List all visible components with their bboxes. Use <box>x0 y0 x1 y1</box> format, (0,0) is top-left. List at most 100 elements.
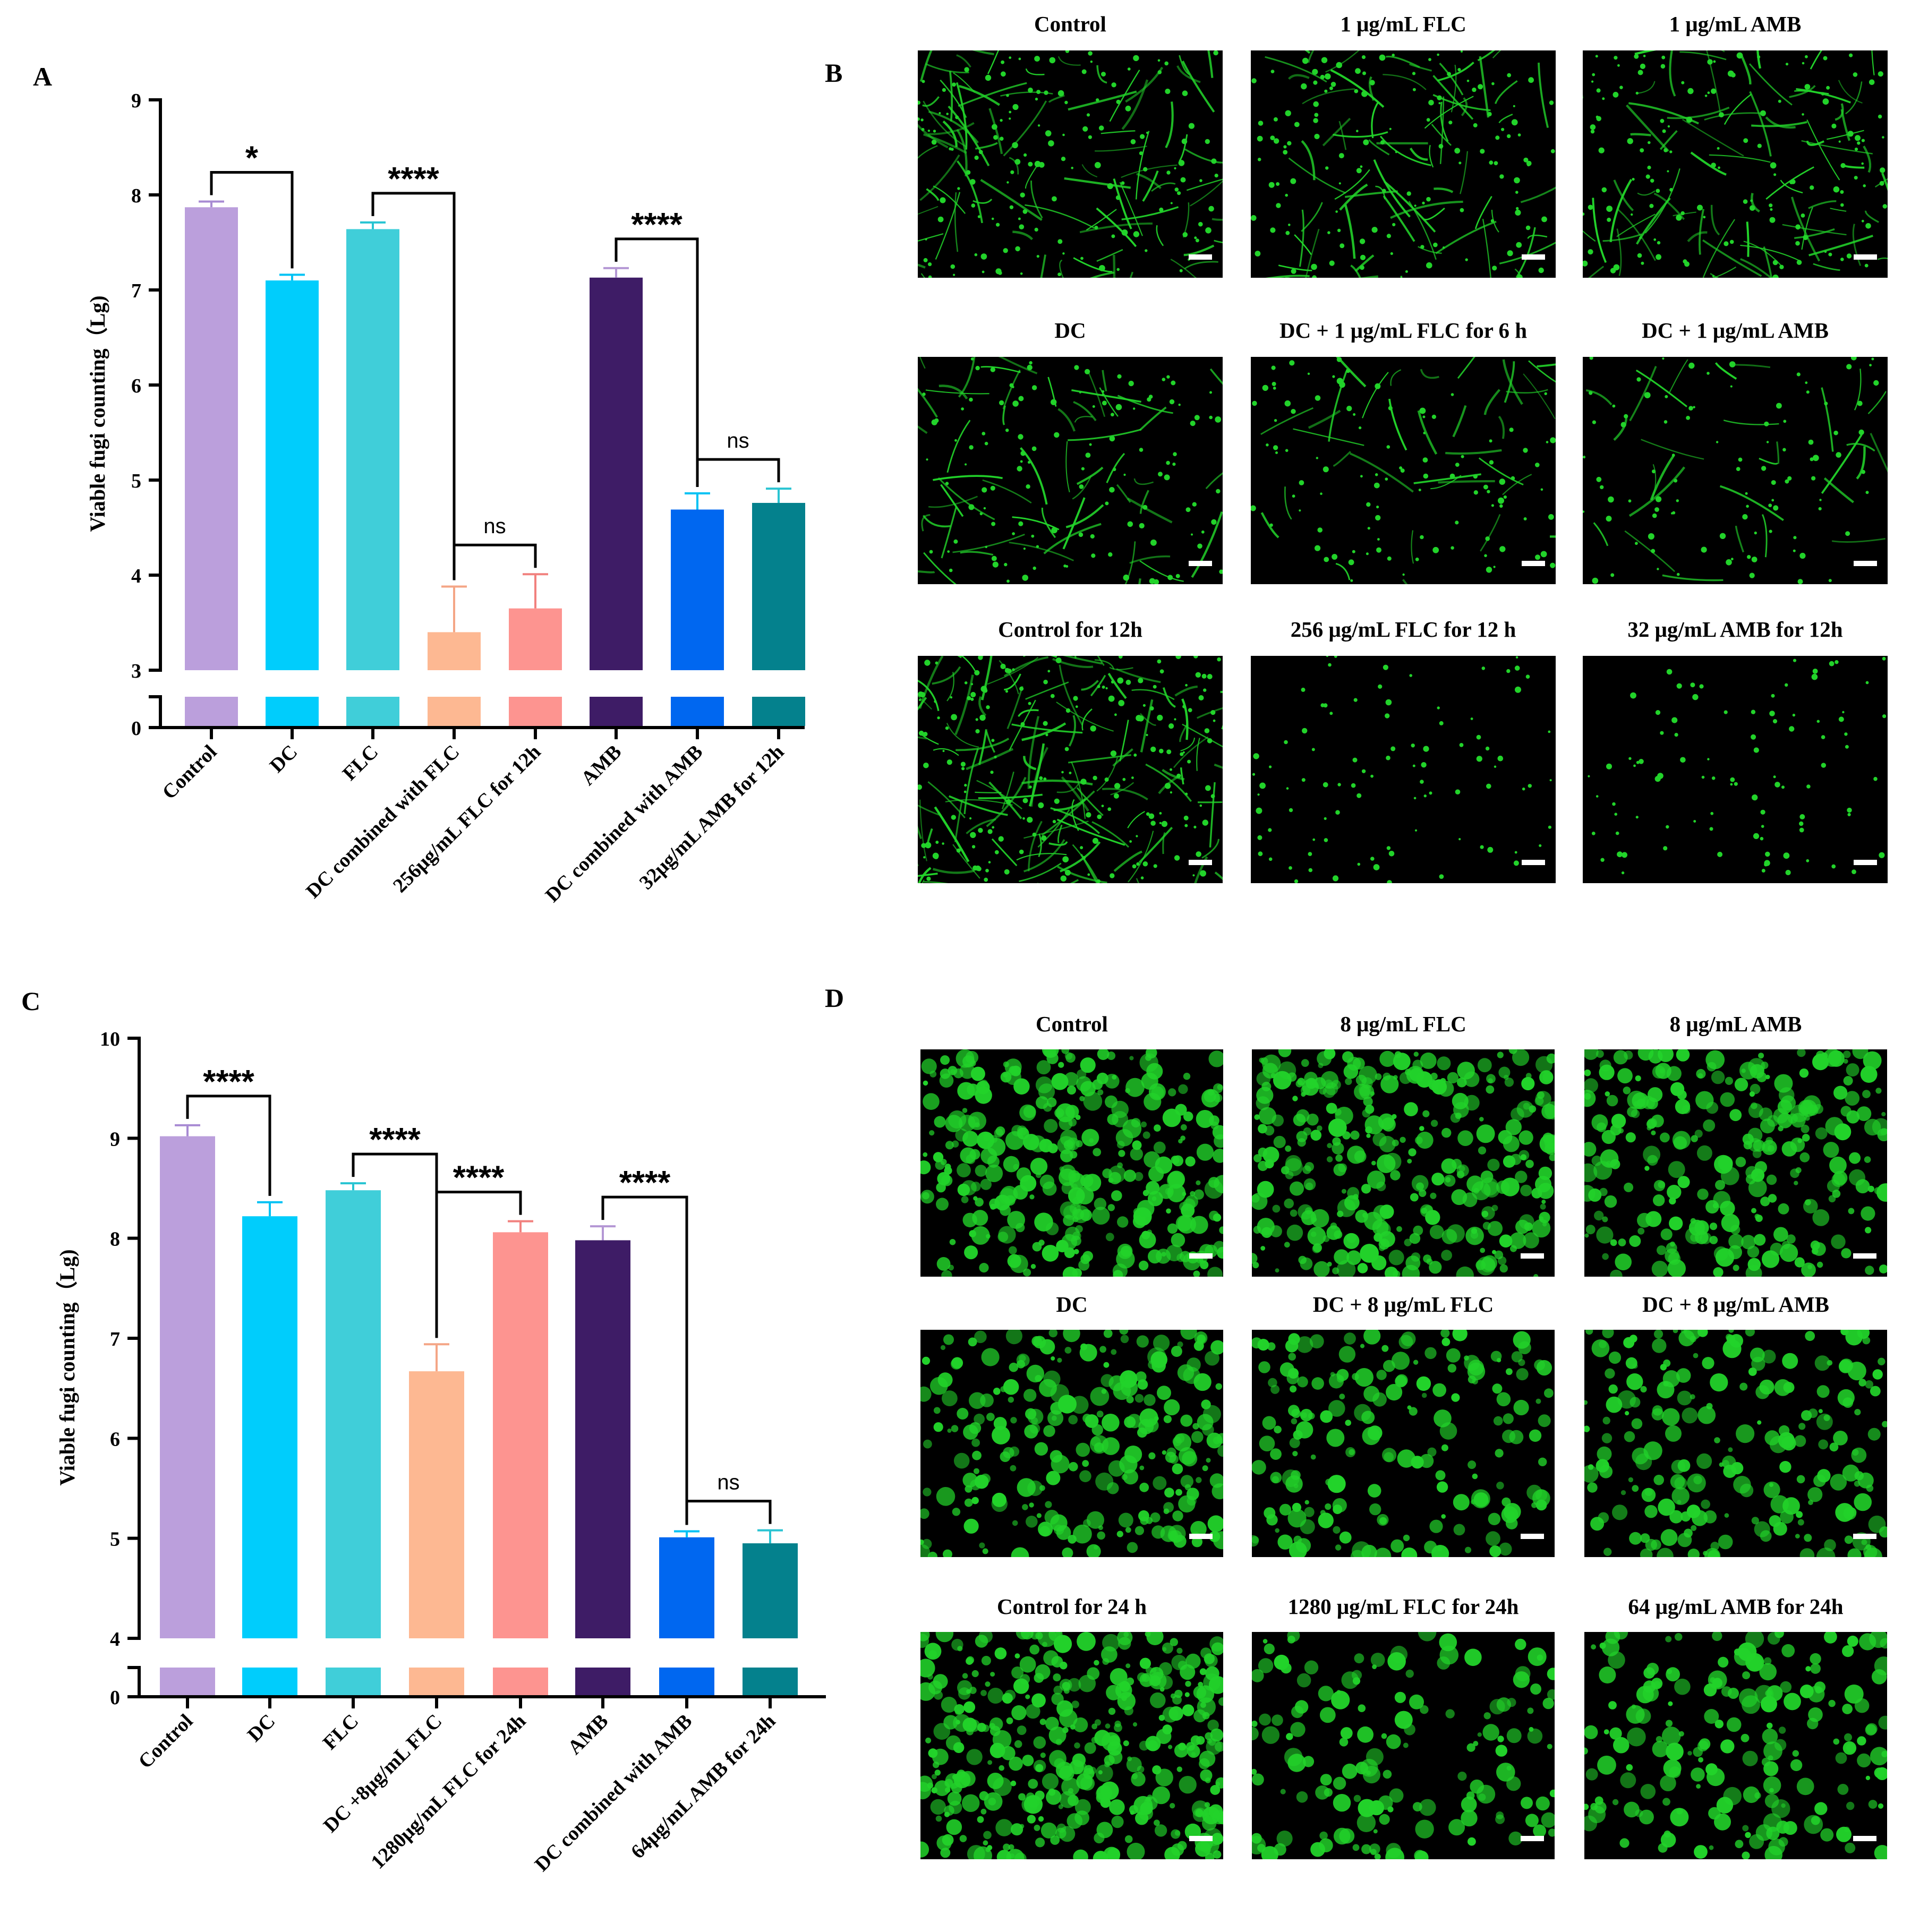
micrograph-title: 256 μg/mL FLC for 12 h <box>1290 617 1516 642</box>
scale-bar <box>1189 1534 1213 1539</box>
y-tick-label: 5 <box>131 470 141 492</box>
scale-bar <box>1189 1253 1213 1259</box>
significance-label: ns <box>727 429 749 452</box>
category-label: Control <box>134 1710 198 1773</box>
bar-stub <box>185 697 238 726</box>
micrograph-title: 8 μg/mL AMB <box>1669 1012 1802 1036</box>
bar-chart-a: 0 3 4 5 6 7 8 9 Viable fugi counting（Lg) Control D… <box>86 90 805 907</box>
significance-bracket <box>210 171 294 269</box>
fluorescence-texture <box>1584 1049 1887 1277</box>
y-tick-label: 10 <box>100 1028 120 1050</box>
fluorescence-micrograph <box>920 1049 1223 1277</box>
fluorescence-micrograph <box>1251 50 1556 278</box>
category-label: 32μg/mL AMB for 12h <box>635 741 789 894</box>
fluorescence-micrograph <box>918 50 1223 278</box>
scale-bar <box>1189 1836 1213 1841</box>
bar <box>428 632 481 670</box>
fluorescence-micrograph <box>1252 1049 1555 1277</box>
y-tick-label: 9 <box>131 90 141 112</box>
category-label: DC <box>243 1710 280 1747</box>
category-label: AMB <box>577 741 626 790</box>
bar <box>509 608 562 670</box>
y-tick-label: 4 <box>110 1628 120 1651</box>
fluorescence-texture <box>1252 1330 1554 1557</box>
scale-bar <box>1854 860 1877 865</box>
fluorescence-texture <box>1583 50 1888 278</box>
bracket-line <box>685 1500 772 1525</box>
significance-bracket <box>435 1191 522 1338</box>
bar-stub <box>509 697 562 726</box>
micrograph-title: 1 μg/mL AMB <box>1669 12 1802 36</box>
fluorescence-texture <box>920 1330 1223 1557</box>
bar-stub <box>743 1668 798 1695</box>
y-tick-label: 6 <box>110 1428 120 1450</box>
y-tick-label: 6 <box>131 375 141 397</box>
fluorescence-micrograph <box>920 1330 1223 1557</box>
significance-label: * <box>245 140 259 177</box>
y-tick-label: 7 <box>131 280 141 302</box>
bar <box>326 1190 381 1638</box>
bar <box>346 229 399 670</box>
y-axis-title: Viable fugi counting（Lg) <box>86 295 109 532</box>
bracket-line <box>435 1191 522 1338</box>
significance-label: **** <box>388 161 439 198</box>
significance-label: **** <box>631 207 682 243</box>
bar-stub <box>493 1668 548 1695</box>
bar <box>266 280 319 670</box>
significance-bracket <box>696 458 780 488</box>
fluorescence-texture <box>920 1632 1223 1859</box>
category-label: DC <box>266 741 302 777</box>
bar <box>590 277 643 670</box>
bracket-line <box>453 543 537 580</box>
micrograph-title: Control for 12h <box>998 617 1142 642</box>
bracket-line <box>210 171 294 269</box>
fluorescence-texture <box>920 1049 1223 1277</box>
bar-stub <box>752 697 805 726</box>
bar <box>752 502 805 670</box>
significance-bracket <box>615 237 699 488</box>
micrograph-title: 1280 μg/mL FLC for 24h <box>1287 1594 1519 1619</box>
fluorescence-micrograph <box>918 656 1223 883</box>
micrograph-title: DC <box>1056 1292 1088 1317</box>
bar-stub <box>575 1668 630 1695</box>
category-label: FLC <box>338 741 382 785</box>
bar-stub <box>590 697 643 726</box>
micrograph-title: 1 μg/mL FLC <box>1340 12 1466 36</box>
bar-stub <box>266 697 319 726</box>
y-tick-label: 3 <box>131 660 141 682</box>
fluorescence-texture <box>918 357 1223 584</box>
scale-bar <box>1522 561 1545 566</box>
scale-bar <box>1189 254 1212 260</box>
significance-label: **** <box>203 1064 254 1100</box>
panel-label-c: C <box>21 986 41 1016</box>
significance-bracket <box>453 543 537 580</box>
bar-stub <box>659 1668 714 1695</box>
significance-label: ns <box>717 1471 739 1494</box>
micrograph-title: DC + 8 μg/mL AMB <box>1642 1292 1829 1317</box>
bracket-line <box>615 237 699 488</box>
fluorescence-texture <box>1251 50 1556 278</box>
fluorescence-micrograph <box>1584 1330 1887 1557</box>
fluorescence-texture <box>1252 656 1552 883</box>
bar <box>242 1216 297 1638</box>
scale-bar <box>1521 1253 1544 1259</box>
y-tick-label: 8 <box>131 185 141 207</box>
fluorescence-micrograph <box>1583 656 1888 883</box>
fluorescence-texture <box>1584 1632 1887 1859</box>
significance-label: ns <box>483 515 506 538</box>
bar-stub <box>242 1668 297 1695</box>
fluorescence-micrograph <box>1584 1632 1887 1859</box>
category-label: 1280μg/mL FLC for 24h <box>366 1710 530 1874</box>
category-label: AMB <box>564 1710 612 1759</box>
fluorescence-texture <box>918 50 1223 278</box>
category-label: 64μg/mL AMB for 24h <box>627 1710 780 1863</box>
bar <box>409 1371 464 1638</box>
y-tick-label: 5 <box>110 1528 120 1551</box>
bar-stub <box>346 697 399 726</box>
category-label: Control <box>158 741 221 804</box>
scale-bar <box>1522 860 1545 865</box>
y-tick-label: 7 <box>110 1328 120 1350</box>
scale-bar <box>1853 1836 1876 1841</box>
panel-label-a: A <box>33 62 53 91</box>
fluorescence-texture <box>918 656 1223 883</box>
